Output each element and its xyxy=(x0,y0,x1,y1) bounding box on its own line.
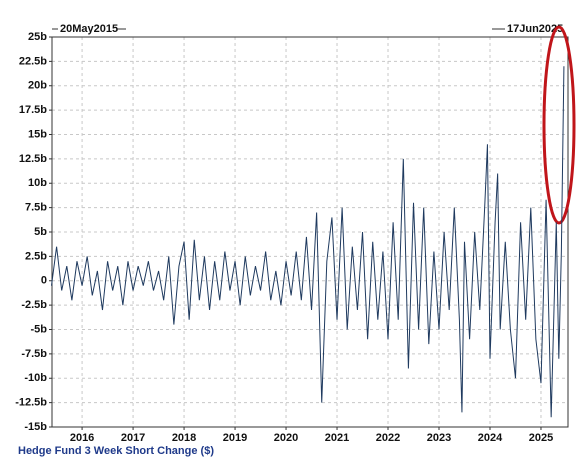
y-tick-label: 7.5b xyxy=(25,202,47,214)
y-tick-label: 22.5b xyxy=(19,55,47,67)
y-tick-label: 12.5b xyxy=(19,153,47,165)
x-tick-label: 2016 xyxy=(70,432,94,444)
y-tick-label: -2.5b xyxy=(21,299,47,311)
y-tick-label: -15b xyxy=(24,421,47,433)
highlight-ellipse xyxy=(542,25,576,225)
x-tick-label: 2025 xyxy=(529,432,553,444)
x-tick-label: 2018 xyxy=(172,432,196,444)
y-tick-label: 25b xyxy=(28,31,47,43)
y-tick-label: 0 xyxy=(41,275,47,287)
y-tick-label: -10b xyxy=(24,372,47,384)
x-tick-label: 2017 xyxy=(121,432,145,444)
x-tick-label: 2023 xyxy=(427,432,451,444)
y-tick-label: 5b xyxy=(34,226,47,238)
data-line xyxy=(50,66,565,418)
y-tick-label: 20b xyxy=(28,80,47,92)
y-tick-label: -5b xyxy=(31,323,48,335)
y-tick-label: 17.5b xyxy=(19,104,47,116)
y-tick-label: -7.5b xyxy=(21,348,47,360)
end-date: 17Jun2025 xyxy=(507,23,563,35)
x-tick-label: 2022 xyxy=(376,432,400,444)
x-tick-label: 2019 xyxy=(223,432,247,444)
start-date: 20May2015 xyxy=(60,23,118,35)
x-tick-label: 2020 xyxy=(274,432,298,444)
y-tick-label: 2.5b xyxy=(25,250,47,262)
y-axis-label: Hedge Fund 3 Week Short Change ($) xyxy=(18,445,214,457)
y-tick-label: -12.5b xyxy=(15,397,47,409)
x-tick-label: 2021 xyxy=(325,432,349,444)
y-tick-label: 15b xyxy=(28,128,47,140)
x-tick-label: 2024 xyxy=(478,432,503,444)
y-tick-label: 10b xyxy=(28,177,47,189)
